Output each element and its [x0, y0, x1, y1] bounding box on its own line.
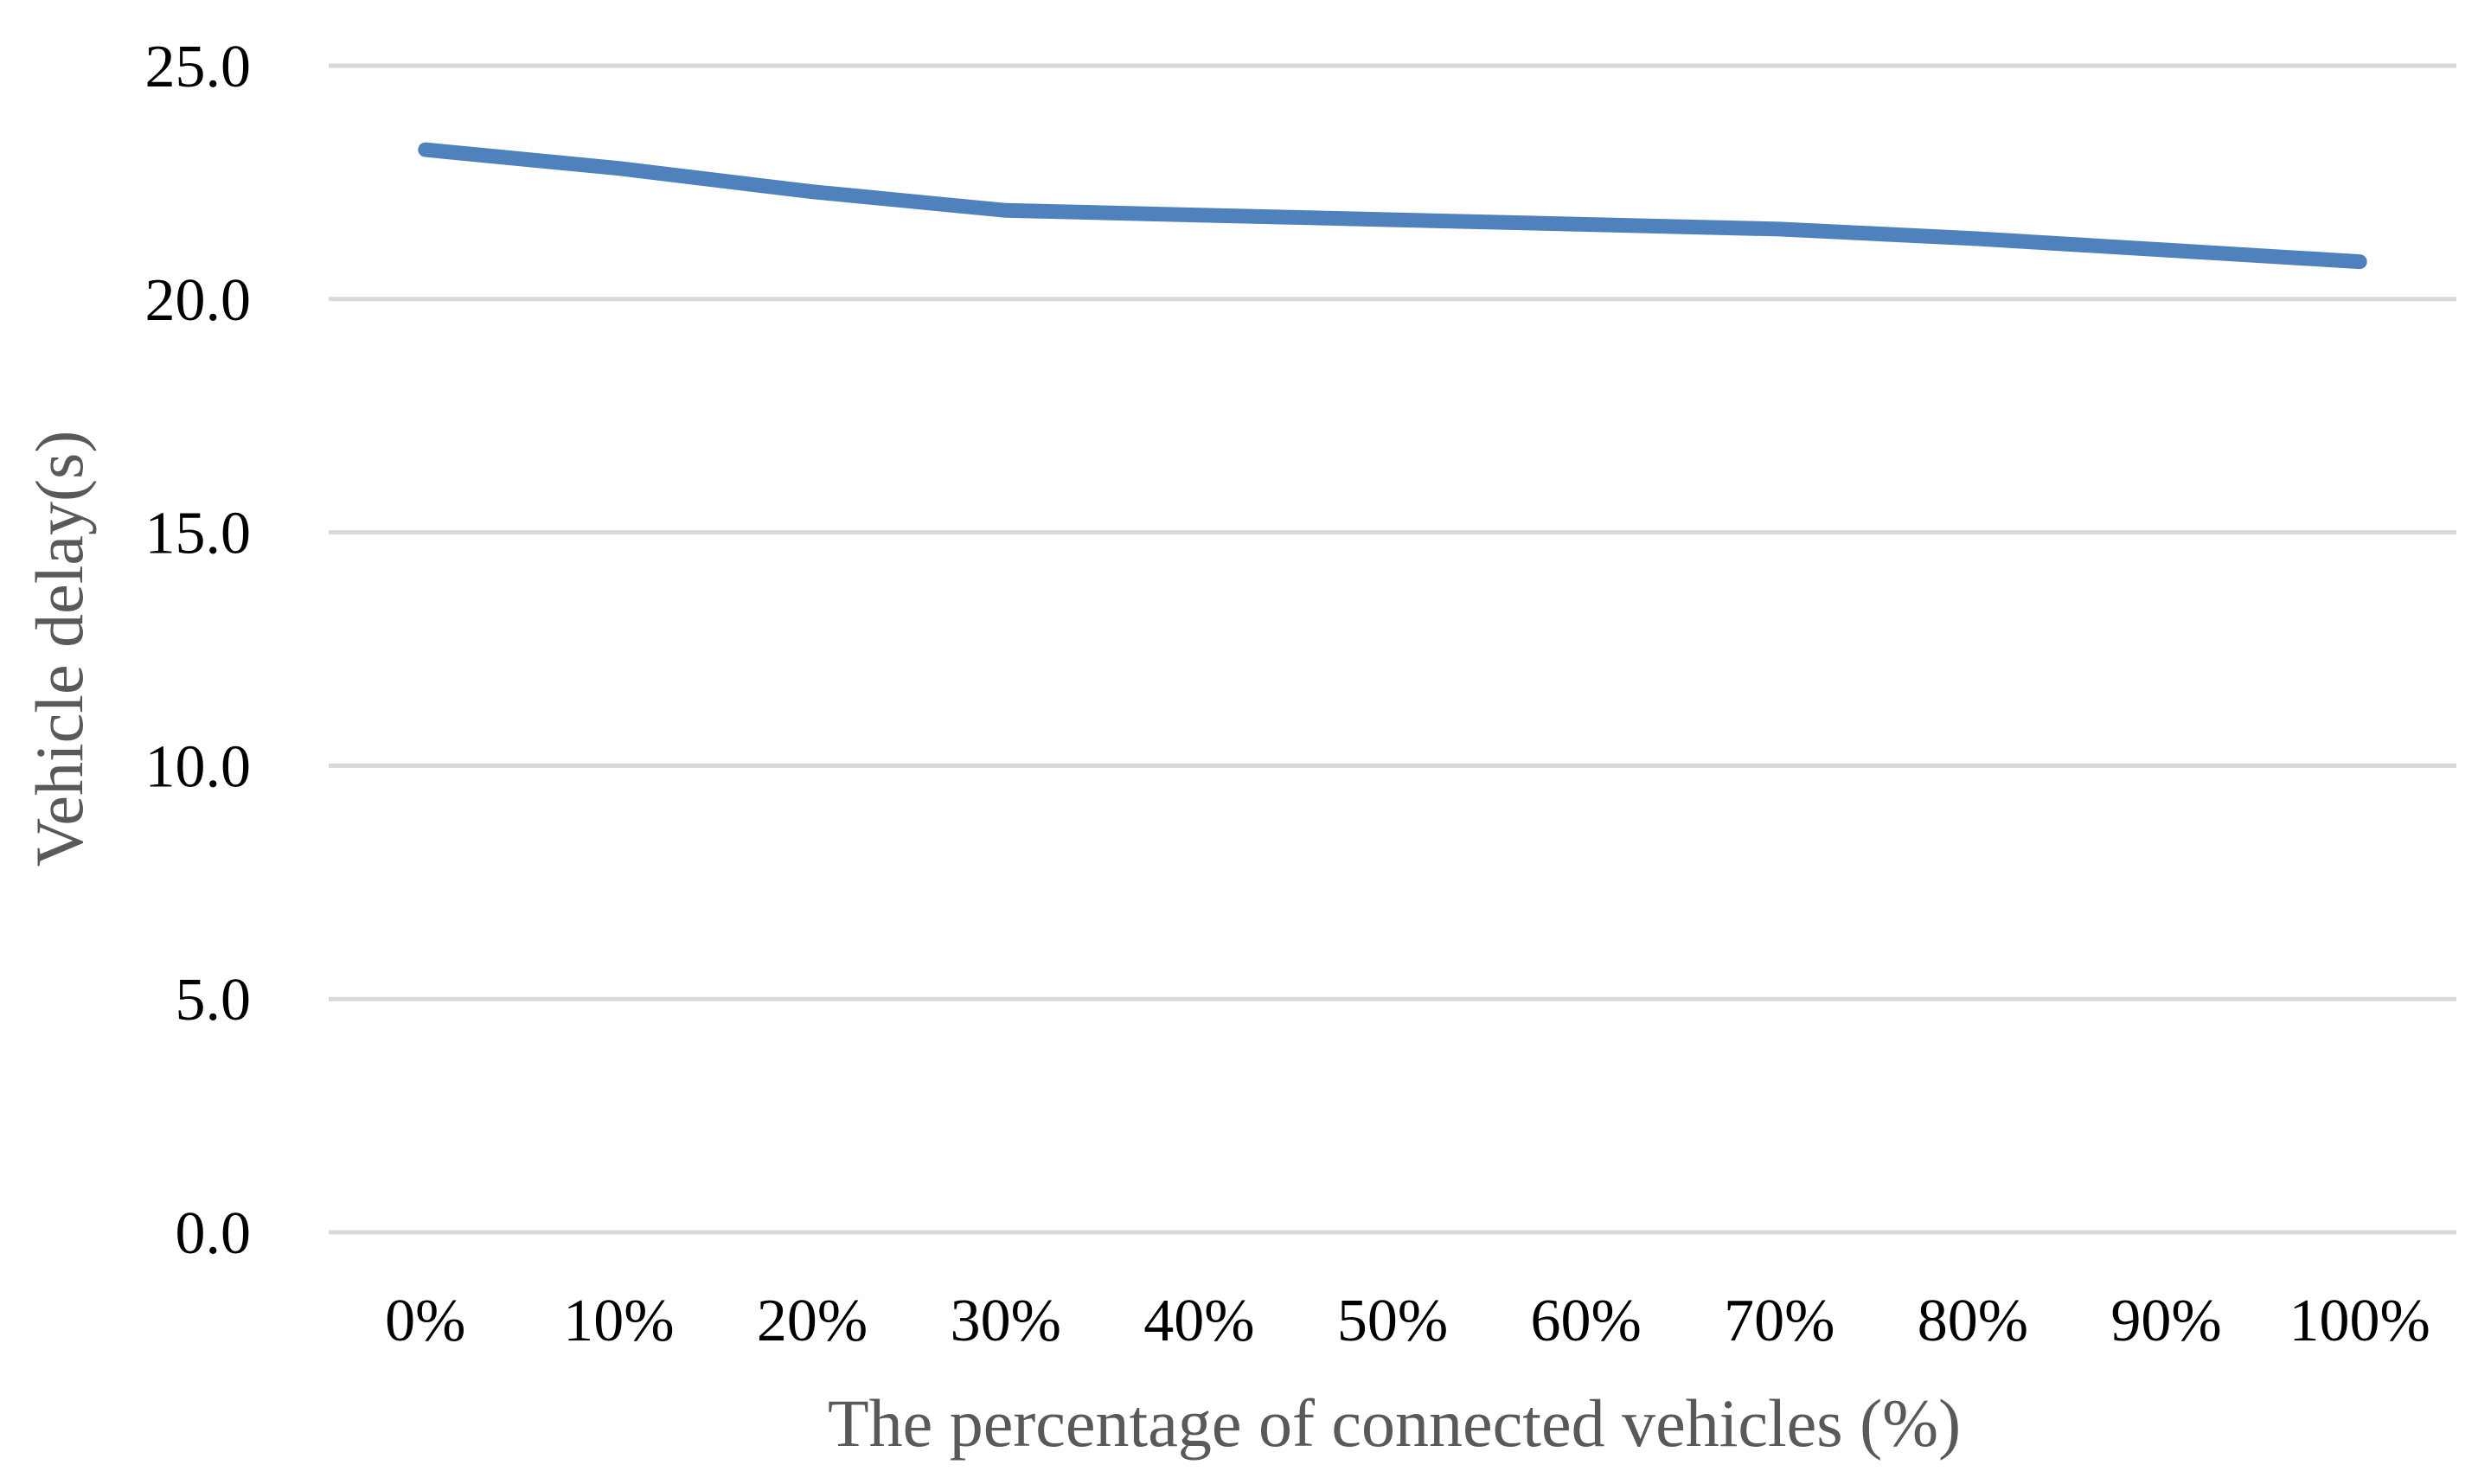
y-tick-label: 15.0 — [145, 501, 252, 567]
x-tick-label: 90% — [2110, 1288, 2221, 1354]
x-axis-title: The percentage of connected vehicles (%) — [828, 1385, 1961, 1461]
y-tick-label: 0.0 — [176, 1200, 252, 1267]
x-axis-ticks: 0% 10% 20% 30% 40% 50% 60% 70% 80% 90% 100% — [385, 1288, 2430, 1354]
x-tick-label: 0% — [385, 1288, 465, 1354]
x-tick-label: 40% — [1143, 1288, 1254, 1354]
x-tick-label: 50% — [1337, 1288, 1448, 1354]
x-tick-label: 20% — [757, 1288, 868, 1354]
x-tick-label: 60% — [1530, 1288, 1641, 1354]
x-tick-label: 70% — [1724, 1288, 1834, 1354]
y-axis-ticks: 0.0 5.0 10.0 15.0 20.0 25.0 — [145, 34, 252, 1267]
y-tick-label: 20.0 — [145, 267, 252, 334]
x-tick-label: 100% — [2289, 1288, 2430, 1354]
y-axis-title: Vehicle delay(s) — [22, 431, 97, 867]
x-tick-label: 30% — [951, 1288, 1061, 1354]
gridlines — [329, 63, 2456, 1235]
x-tick-label: 80% — [1918, 1288, 2028, 1354]
series-layer — [418, 142, 2367, 270]
y-tick-label: 5.0 — [176, 967, 252, 1033]
x-tick-label: 10% — [563, 1288, 674, 1354]
y-tick-label: 25.0 — [145, 34, 252, 100]
series-line — [418, 142, 2367, 270]
y-tick-label: 10.0 — [145, 733, 252, 800]
